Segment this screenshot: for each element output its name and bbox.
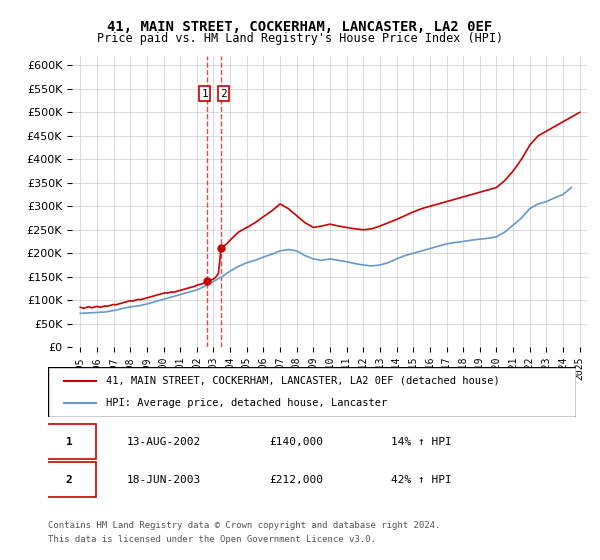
FancyBboxPatch shape [43,424,95,459]
Text: 2: 2 [220,88,227,99]
Text: 14% ↑ HPI: 14% ↑ HPI [391,437,452,447]
Text: £212,000: £212,000 [270,475,324,484]
Text: Price paid vs. HM Land Registry's House Price Index (HPI): Price paid vs. HM Land Registry's House … [97,32,503,45]
FancyBboxPatch shape [43,462,95,497]
FancyBboxPatch shape [48,367,576,417]
Text: Contains HM Land Registry data © Crown copyright and database right 2024.: Contains HM Land Registry data © Crown c… [48,521,440,530]
Text: £140,000: £140,000 [270,437,324,447]
Text: 2: 2 [66,475,73,484]
Text: HPI: Average price, detached house, Lancaster: HPI: Average price, detached house, Lanc… [106,398,388,408]
Text: 1: 1 [66,437,73,447]
Text: 42% ↑ HPI: 42% ↑ HPI [391,475,452,484]
Text: 18-JUN-2003: 18-JUN-2003 [127,475,202,484]
Text: 13-AUG-2002: 13-AUG-2002 [127,437,202,447]
Text: This data is licensed under the Open Government Licence v3.0.: This data is licensed under the Open Gov… [48,535,376,544]
Text: 1: 1 [201,88,208,99]
Text: 41, MAIN STREET, COCKERHAM, LANCASTER, LA2 0EF (detached house): 41, MAIN STREET, COCKERHAM, LANCASTER, L… [106,376,500,386]
Text: 41, MAIN STREET, COCKERHAM, LANCASTER, LA2 0EF: 41, MAIN STREET, COCKERHAM, LANCASTER, L… [107,20,493,34]
